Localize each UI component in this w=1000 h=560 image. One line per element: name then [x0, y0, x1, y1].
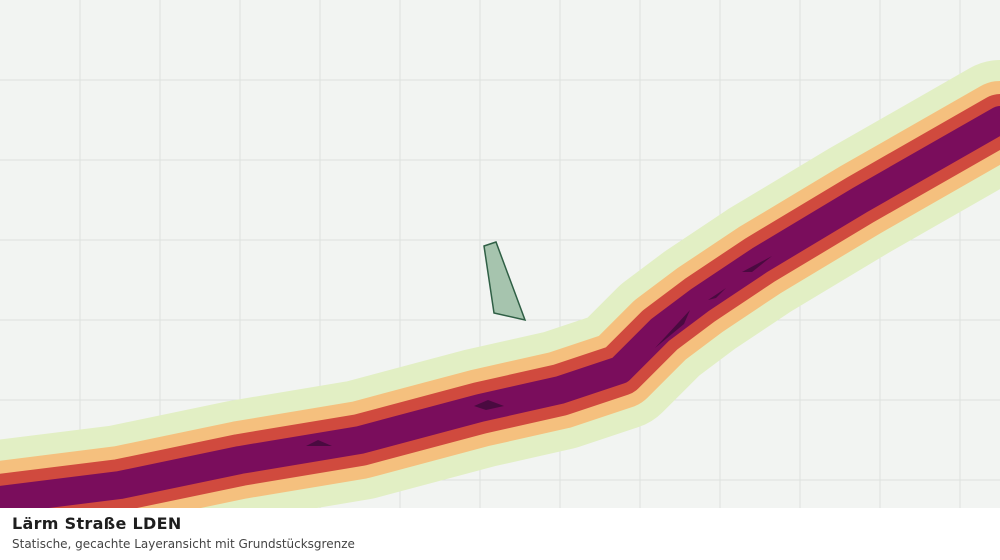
- subtitle: Statische, gecachte Layeransicht mit Gru…: [12, 537, 355, 551]
- parcel-boundary: [483, 241, 527, 322]
- noise-bands: [0, 60, 1000, 560]
- noise-peaks: [306, 256, 772, 446]
- caption: Lärm Straße LDEN Statische, gecachte Lay…: [0, 508, 1000, 560]
- noise-band-very-high: [0, 106, 1000, 514]
- title: Lärm Straße LDEN: [12, 514, 182, 533]
